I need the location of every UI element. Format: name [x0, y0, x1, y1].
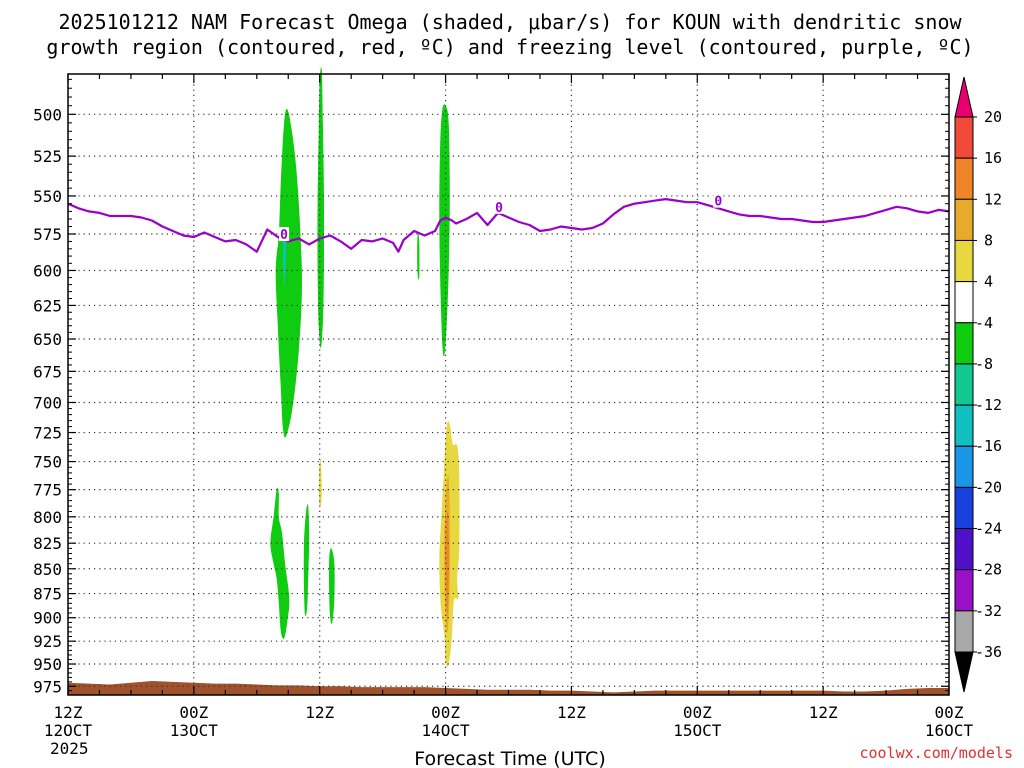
colorbar-tick-label: 20	[984, 108, 1002, 126]
x-tick-label: 14OCT	[421, 721, 470, 740]
y-tick-label: 650	[33, 330, 62, 349]
omega-region-3	[317, 67, 325, 349]
colorbar-bin	[954, 198, 974, 241]
freezing-level-label: 0	[495, 201, 503, 216]
y-tick-label: 675	[33, 362, 62, 381]
x-tick-label: 12Z	[54, 703, 83, 722]
y-tick-label: 875	[33, 585, 62, 604]
colorbar: 20 16 12 8 4 -4 -8 -12 -16 -20 -24 -28 -32 -36	[954, 76, 1002, 693]
x-tick-label: 16OCT	[925, 721, 974, 740]
x-tick-label: 00Z	[683, 703, 712, 722]
colorbar-tick-label: 4	[984, 273, 993, 291]
colorbar-bin	[954, 569, 974, 612]
y-tick-label: 925	[33, 632, 62, 651]
x-tick-label: 12Z	[305, 703, 334, 722]
colorbar-tick-label: -28	[975, 561, 1002, 579]
omega-shading	[270, 67, 460, 667]
y-tick-label: 575	[33, 225, 62, 244]
freezing-level-label-bg	[713, 193, 724, 208]
credit-link[interactable]: coolwx.com/models	[859, 744, 1013, 762]
omega-region-12	[445, 511, 449, 616]
freezing-level-label: 0	[280, 228, 288, 243]
y-tick-label: 850	[33, 560, 62, 579]
colorbar-bin	[954, 281, 974, 324]
colorbar-top-arrow	[954, 76, 974, 118]
y-tick-label: 800	[33, 508, 62, 527]
colorbar-tick-label: -4	[975, 314, 993, 332]
y-tick-label: 550	[33, 187, 62, 206]
y-tick-label: 825	[33, 534, 62, 553]
colorbar-tick-label: 16	[984, 149, 1002, 167]
colorbar-tick-label: -8	[975, 355, 993, 373]
freezing-level-label: 0	[714, 195, 722, 210]
x-tick-label: 00Z	[935, 703, 964, 722]
omega-region-4	[417, 232, 420, 280]
y-tick-label: 775	[33, 481, 62, 500]
x-tick-label: 00Z	[179, 703, 208, 722]
colorbar-tick-label: -16	[975, 437, 1002, 455]
colorbar-bin	[954, 322, 974, 365]
colorbar-bin	[954, 610, 974, 653]
omega-region-2	[283, 232, 287, 287]
x-tick-label: 2025	[50, 739, 89, 758]
x-tick-label: 15OCT	[673, 721, 722, 740]
y-tick-label: 525	[33, 147, 62, 166]
y-tick-label: 750	[33, 453, 62, 472]
freezing-level-layer: 0 0 0	[67, 193, 950, 253]
plot-area: 0 0 0	[67, 67, 950, 696]
freezing-level-line	[67, 198, 950, 253]
colorbar-bin	[954, 157, 974, 200]
colorbar-tick-label: 8	[984, 231, 993, 249]
omega-region-9	[328, 548, 335, 624]
colorbar-bin	[954, 239, 974, 283]
colorbar-bottom-arrow	[954, 651, 974, 693]
x-tick-label: 13OCT	[170, 721, 219, 740]
colorbar-bin	[954, 445, 974, 488]
omega-region-8	[318, 459, 322, 507]
colorbar-bin	[954, 404, 974, 447]
plot-frame	[67, 73, 950, 696]
freezing-level-label-bg	[494, 199, 505, 214]
x-tick-label: 12Z	[809, 703, 838, 722]
colorbar-tick-label: -24	[975, 520, 1002, 538]
y-tick-label: 600	[33, 261, 62, 280]
colorbar-tick-label: -20	[975, 478, 1002, 496]
y-tick-label: 625	[33, 296, 62, 315]
grid-lines	[68, 74, 949, 695]
colorbar-tick-label: 12	[984, 190, 1002, 208]
x-tick-label: 12OCT	[44, 721, 93, 740]
y-tick-label: 700	[33, 393, 62, 412]
y-tick-label: 500	[33, 105, 62, 124]
omega-region-6	[270, 487, 290, 639]
colorbar-bin	[954, 116, 974, 159]
y-axis: 500 525 550 575 600 625 650 675 700 725 750 775 800 8…	[33, 78, 949, 696]
colorbar-tick-label: -36	[975, 643, 1002, 661]
colorbar-bin	[954, 528, 974, 571]
x-tick-label: 12Z	[557, 703, 586, 722]
colorbar-bin	[954, 363, 974, 406]
chart-title-line-1: 2025101212 NAM Forecast Omega (shaded, μ…	[58, 10, 962, 34]
y-tick-label: 900	[33, 609, 62, 628]
omega-region-5	[439, 104, 450, 357]
chart-title-line-2: growth region (contoured, red, ºC) and f…	[46, 35, 973, 59]
omega-region-1	[275, 109, 302, 438]
x-axis-label: Forecast Time (UTC)	[414, 748, 605, 768]
y-tick-label: 950	[33, 655, 62, 674]
colorbar-tick-label: -12	[975, 396, 1002, 414]
colorbar-bin	[954, 486, 974, 530]
x-tick-label: 00Z	[431, 703, 460, 722]
y-tick-label: 725	[33, 424, 62, 443]
y-tick-label: 975	[33, 677, 62, 696]
omega-region-7	[303, 504, 310, 617]
freezing-level-label-bg	[279, 227, 290, 242]
colorbar-tick-label: -32	[975, 602, 1002, 620]
